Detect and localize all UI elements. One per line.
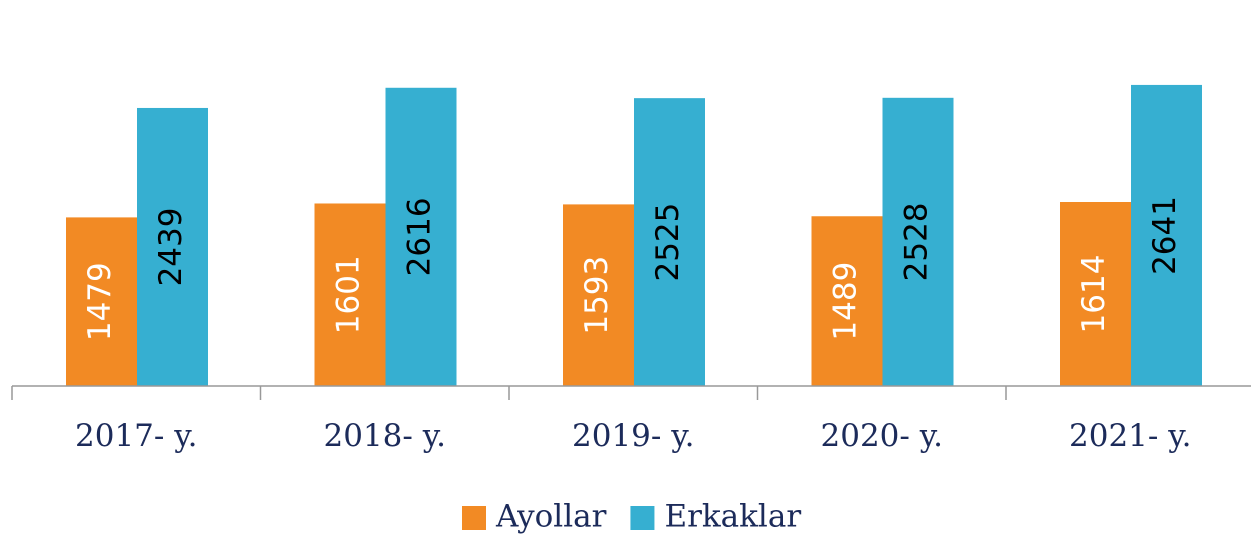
bar (811, 216, 883, 386)
bar (385, 87, 457, 386)
x-tick-label: 2019- y. (572, 418, 694, 454)
bar (882, 97, 954, 387)
bar (1131, 84, 1202, 387)
x-tick-label: 2018- y. (324, 418, 446, 454)
value-label: 1479 (82, 262, 118, 341)
legend-label: Erkaklar (664, 499, 801, 535)
value-label: 2525 (650, 203, 686, 282)
x-tick-label: 2021- y. (1069, 418, 1191, 454)
value-label: 2616 (402, 197, 438, 276)
bar (66, 217, 137, 386)
bar (1060, 202, 1131, 386)
x-tick-label: 2020- y. (821, 418, 943, 454)
legend-label: Ayollar (495, 499, 607, 535)
bar (563, 204, 634, 386)
x-tick-label: 2017- y. (75, 418, 197, 454)
legend-swatch (462, 506, 486, 530)
bar (314, 203, 386, 386)
value-label: 2528 (899, 202, 935, 281)
value-label: 1593 (579, 256, 615, 335)
bar (137, 107, 208, 386)
value-label: 1614 (1076, 255, 1112, 334)
value-label: 1601 (331, 255, 367, 334)
value-label: 2641 (1147, 196, 1183, 275)
value-label: 2439 (153, 208, 189, 287)
legend-swatch (630, 506, 655, 530)
bar (634, 98, 705, 387)
value-label: 1489 (828, 262, 864, 341)
